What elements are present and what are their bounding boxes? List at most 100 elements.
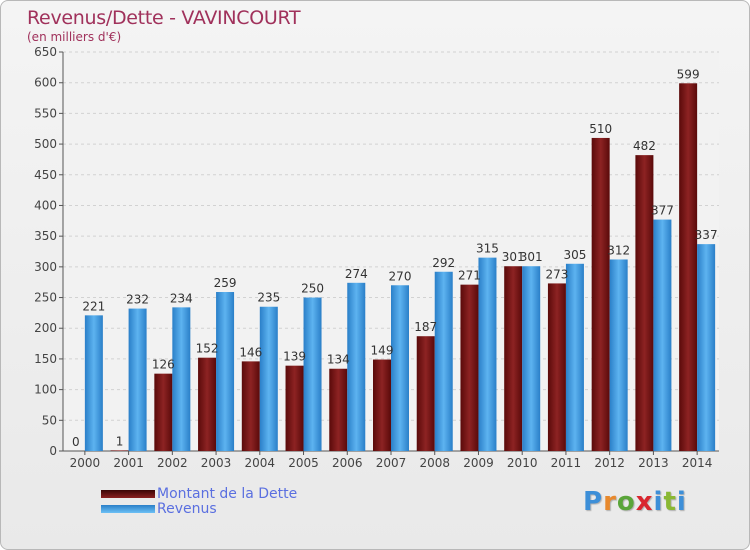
- y-tick-label: 100: [34, 383, 57, 397]
- data-label-dette: 126: [152, 358, 175, 372]
- data-label-revenus: 270: [389, 269, 412, 283]
- x-tick-label: 2002: [157, 456, 188, 470]
- bar-dette: [329, 368, 348, 451]
- y-tick-label: 150: [34, 352, 57, 366]
- logo-letter: i: [653, 487, 664, 517]
- data-label-dette: 152: [196, 342, 219, 356]
- legend-swatch-revenus: [101, 505, 155, 513]
- data-label-dette: 187: [414, 320, 437, 334]
- data-label-revenus: 315: [476, 242, 499, 256]
- data-label-dette: 146: [239, 345, 262, 359]
- bar-dette: [635, 155, 654, 451]
- data-label-revenus: 292: [432, 256, 455, 270]
- chart-title: Revenus/Dette - VAVINCOURT: [27, 7, 301, 29]
- data-label-dette: 271: [458, 269, 481, 283]
- x-tick-label: 2008: [419, 456, 450, 470]
- bar-dette: [504, 266, 523, 451]
- bar-revenus: [259, 306, 278, 451]
- x-tick-label: 2000: [70, 456, 101, 470]
- legend-swatch-dette: [101, 490, 155, 498]
- logo-letter: t: [663, 487, 677, 517]
- bar-revenus: [391, 285, 409, 451]
- y-tick-label: 550: [34, 106, 57, 120]
- bar-revenus: [478, 257, 497, 451]
- bar-revenus: [216, 292, 235, 451]
- data-label-revenus: 221: [82, 299, 105, 313]
- data-label-revenus: 312: [607, 243, 630, 257]
- bar-dette: [154, 373, 173, 451]
- data-label-dette: 149: [371, 344, 394, 358]
- x-tick-label: 2006: [332, 456, 363, 470]
- logo-letter: r: [603, 487, 617, 517]
- bar-dette: [460, 284, 479, 451]
- bar-dette: [591, 137, 610, 451]
- x-tick-label: 2014: [682, 456, 713, 470]
- y-tick-label: 250: [34, 291, 57, 305]
- x-tick-label: 2013: [638, 456, 669, 470]
- data-label-revenus: 235: [257, 291, 280, 305]
- chart-subtitle: (en milliers d'€): [27, 30, 122, 44]
- y-tick-label: 450: [34, 168, 57, 182]
- data-label-revenus: 250: [301, 282, 324, 296]
- data-label-dette: 139: [283, 350, 306, 364]
- legend-label-dette: Montant de la Dette: [157, 486, 298, 502]
- bar-dette: [373, 359, 391, 451]
- logo-letter: i: [676, 487, 687, 517]
- y-tick-label: 350: [34, 229, 57, 243]
- logo-letter: o: [616, 487, 636, 517]
- bar-dette: [241, 361, 260, 451]
- data-label-revenus: 337: [695, 228, 718, 242]
- bar-revenus: [697, 244, 716, 451]
- y-tick-label: 500: [34, 137, 57, 151]
- bar-dette: [285, 365, 304, 451]
- bar-revenus: [522, 266, 541, 451]
- bar-dette: [679, 83, 698, 451]
- data-label-dette: 273: [545, 267, 568, 281]
- bar-dette: [547, 283, 566, 451]
- y-tick-label: 0: [49, 444, 57, 458]
- bar-revenus: [84, 315, 103, 451]
- data-label-dette: 0: [72, 435, 80, 449]
- bar-revenus: [434, 271, 453, 451]
- x-tick-label: 2010: [507, 456, 538, 470]
- bar-revenus: [653, 219, 672, 451]
- y-tick-label: 50: [42, 413, 57, 427]
- x-tick-label: 2004: [245, 456, 276, 470]
- data-label-revenus: 305: [563, 248, 586, 262]
- y-tick-label: 400: [34, 198, 57, 212]
- x-tick-label: 2009: [463, 456, 494, 470]
- y-tick-label: 600: [34, 76, 57, 90]
- y-tick-label: 650: [34, 45, 57, 59]
- x-tick-label: 2005: [288, 456, 319, 470]
- data-label-revenus: 301: [520, 250, 543, 264]
- bar-revenus: [172, 307, 191, 451]
- x-tick-label: 2001: [113, 456, 144, 470]
- data-label-revenus: 232: [126, 293, 149, 307]
- x-tick-label: 2012: [594, 456, 625, 470]
- bar-revenus: [128, 308, 147, 451]
- y-tick-label: 300: [34, 260, 57, 274]
- data-label-dette: 482: [633, 139, 656, 153]
- data-label-revenus: 274: [345, 267, 368, 281]
- legend-label-revenus: Revenus: [157, 501, 217, 517]
- logo-letter: x: [635, 487, 654, 517]
- logo-letter: P: [583, 487, 604, 517]
- data-label-revenus: 377: [651, 204, 674, 218]
- data-label-revenus: 234: [170, 291, 193, 305]
- data-label-revenus: 259: [214, 276, 237, 290]
- bar-dette: [110, 450, 129, 451]
- bar-revenus: [347, 282, 366, 451]
- y-tick-label: 200: [34, 321, 57, 335]
- data-label-dette: 301: [502, 250, 525, 264]
- x-tick-label: 2003: [201, 456, 232, 470]
- bar-revenus: [565, 263, 584, 451]
- bar-dette: [416, 336, 435, 451]
- data-label-dette: 1: [116, 434, 124, 448]
- data-label-dette: 134: [327, 353, 350, 367]
- bar-dette: [198, 357, 217, 451]
- proxiti-logo: Proxiti: [583, 487, 687, 517]
- bar-revenus: [609, 259, 628, 451]
- x-tick-label: 2007: [376, 456, 407, 470]
